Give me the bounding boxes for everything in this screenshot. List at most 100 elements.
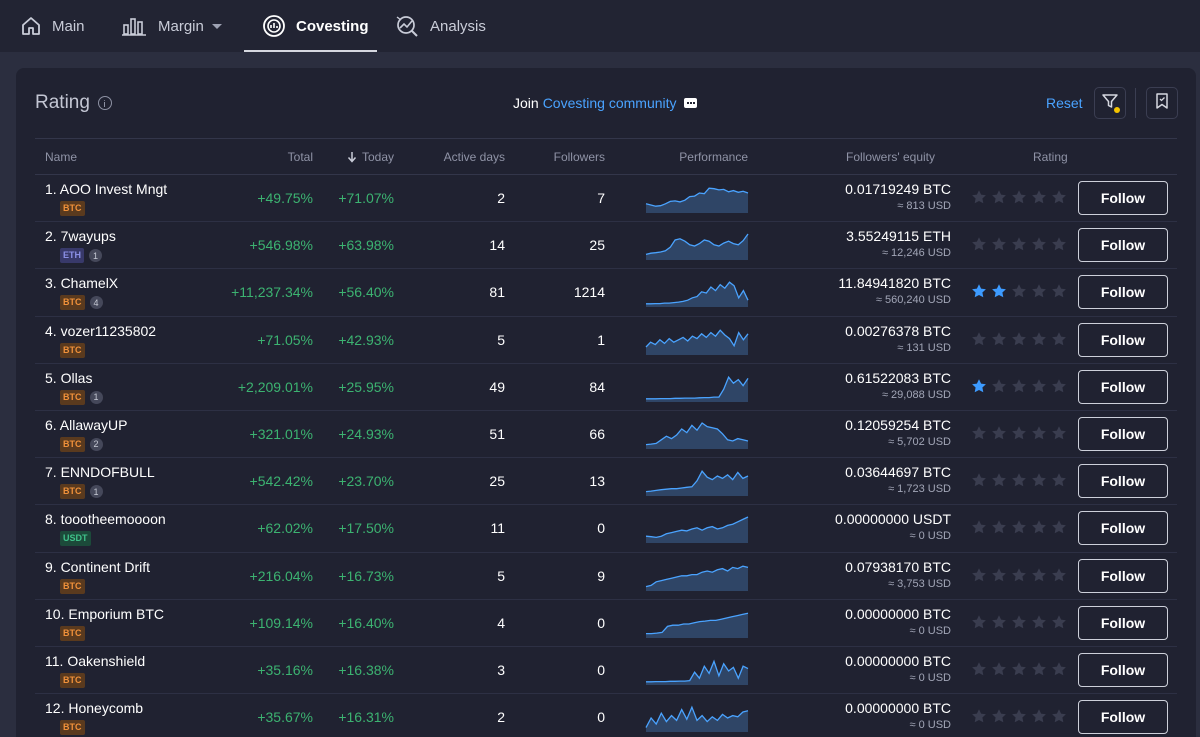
info-icon[interactable] <box>97 96 112 110</box>
trader-name[interactable]: 3. ChamelX <box>45 275 119 292</box>
column-header-today[interactable]: Today <box>347 150 394 164</box>
followers-equity: 0.00000000 BTC ≈ 0 USD <box>845 653 951 684</box>
reset-button[interactable]: Reset <box>1046 95 1083 111</box>
followers-equity: 3.55249115 ETH ≈ 12,246 USD <box>846 228 951 259</box>
trader-name[interactable]: 7. ENNDOFBULL <box>45 464 155 481</box>
star-icon <box>1032 567 1046 581</box>
page-title: Rating <box>35 92 112 114</box>
table-row[interactable]: 11. Oakenshield BTC +35.16% +16.38% 3 0 … <box>35 647 1177 695</box>
sparkline-area <box>646 282 748 308</box>
currency-badge: BTC <box>60 295 85 311</box>
equity-usd: ≈ 813 USD <box>897 200 951 212</box>
table-row[interactable]: 9. Continent Drift BTC +216.04% +16.73% … <box>35 553 1177 600</box>
column-header-active-days[interactable]: Active days <box>443 150 505 164</box>
rating-stars <box>971 519 1067 535</box>
trader-badges: BTC <box>60 201 85 216</box>
followers-equity: 0.00000000 BTC ≈ 0 USD <box>845 606 951 637</box>
active-days-value: 4 <box>497 614 505 631</box>
equity-usd: ≈ 0 USD <box>909 624 952 637</box>
performance-sparkline <box>645 230 749 265</box>
nav-item-analysis[interactable]: Analysis <box>394 0 486 52</box>
nav-item-margin[interactable]: Margin <box>122 0 222 52</box>
trader-name[interactable]: 10. Emporium BTC <box>45 605 165 622</box>
column-header-total[interactable]: Total <box>287 150 313 164</box>
trader-badges: BTC <box>60 625 85 641</box>
star-icon <box>1012 378 1026 393</box>
community-link[interactable]: Covesting community <box>542 95 677 111</box>
follow-button[interactable]: Follow <box>1078 700 1168 735</box>
follow-button[interactable]: Follow <box>1078 322 1168 357</box>
star-icon <box>1012 190 1026 204</box>
trader-name[interactable]: 11. Oakenshield <box>45 652 146 669</box>
active-days-value: 5 <box>497 567 505 584</box>
table-row[interactable]: 7. ENNDOFBULL BTC 1 +542.42% +23.70% 25 … <box>35 458 1177 506</box>
star-icon <box>1012 284 1026 298</box>
sparkline-area <box>646 188 748 213</box>
table-row[interactable]: 2. 7wayups ETH 1 +546.98% +63.98% 14 25 … <box>35 222 1177 270</box>
follow-button[interactable]: Follow <box>1078 464 1168 499</box>
table-row[interactable]: 8. toootheemoooon USDT +62.02% +17.50% 1… <box>35 505 1177 553</box>
today-value: +17.50% <box>338 520 394 537</box>
today-value: +16.40% <box>338 614 394 631</box>
table-row[interactable]: 5. Ollas BTC 1 +2,209.01% +25.95% 49 84 … <box>35 364 1177 411</box>
trader-name[interactable]: 8. toootheemoooon <box>45 511 166 528</box>
table-row[interactable]: 12. Honeycomb BTC +35.67% +16.31% 2 0 0.… <box>35 694 1177 737</box>
follow-button[interactable]: Follow <box>1078 369 1168 404</box>
table-row[interactable]: 6. AllawayUP BTC 2 +321.01% +24.93% 51 6… <box>35 411 1177 459</box>
rating-stars <box>971 567 1067 583</box>
performance-sparkline <box>645 277 749 312</box>
star-icon <box>972 614 986 628</box>
column-header-name[interactable]: Name <box>45 150 78 164</box>
follow-button[interactable]: Follow <box>1078 605 1168 640</box>
star-icon <box>992 662 1006 676</box>
equity-usd: ≈ 131 USD <box>897 341 951 354</box>
trader-name[interactable]: 6. AllawayUP <box>45 416 128 433</box>
covesting-icon <box>262 14 286 38</box>
total-value: +49.75% <box>257 190 313 206</box>
follow-button[interactable]: Follow <box>1078 652 1168 687</box>
tab-covesting[interactable]: Covesting <box>244 0 377 52</box>
column-header-equity[interactable]: Followers' equity <box>846 150 935 164</box>
follow-button[interactable]: Follow <box>1078 228 1168 263</box>
follow-button[interactable]: Follow <box>1078 181 1168 215</box>
trader-name[interactable]: 1. AOO Invest Mngt <box>45 181 168 197</box>
follow-button[interactable]: Follow <box>1078 275 1168 310</box>
table-row[interactable]: 1. AOO Invest Mngt BTC +49.75% +71.07% 2… <box>35 175 1177 223</box>
star-icon <box>972 662 986 676</box>
nav-item-main[interactable]: Main <box>20 0 85 52</box>
active-days-value: 5 <box>497 331 505 348</box>
column-header-followers[interactable]: Followers <box>553 150 605 164</box>
sparkline-svg <box>645 422 749 449</box>
active-days-value: 2 <box>497 190 505 206</box>
trader-name[interactable]: 4. vozer11235802 <box>45 322 157 339</box>
sparkline-area <box>646 707 748 733</box>
follow-button[interactable]: Follow <box>1078 416 1168 451</box>
followers-equity: 0.03644697 BTC ≈ 1,723 USD <box>845 464 951 495</box>
table-row[interactable]: 4. vozer11235802 BTC +71.05% +42.93% 5 1… <box>35 317 1177 364</box>
followers-value: 84 <box>589 378 605 395</box>
join-community: Join Covesting community <box>513 95 697 111</box>
follow-button[interactable]: Follow <box>1078 511 1168 546</box>
column-header-rating[interactable]: Rating <box>1033 150 1068 164</box>
trader-name[interactable]: 5. Ollas <box>45 369 93 386</box>
equity-usd: ≈ 1,723 USD <box>888 483 951 496</box>
table-row[interactable]: 3. ChamelX BTC 4 +11,237.34% +56.40% 81 … <box>35 269 1177 317</box>
trader-name[interactable]: 9. Continent Drift <box>45 558 151 575</box>
table-row[interactable]: 10. Emporium BTC BTC +109.14% +16.40% 4 … <box>35 600 1177 647</box>
follow-button[interactable]: Follow <box>1078 558 1168 593</box>
star-icon <box>1032 378 1046 393</box>
trader-name[interactable]: 12. Honeycomb <box>45 700 144 717</box>
rating-stars <box>971 661 1067 677</box>
sparkline-svg <box>646 375 749 402</box>
bookmark-button[interactable] <box>1146 87 1178 119</box>
equity-usd: ≈ 12,246 USD <box>881 247 951 260</box>
trader-name[interactable]: 2. 7wayups <box>45 228 116 245</box>
performance-sparkline <box>645 608 749 643</box>
today-value: +63.98% <box>338 237 394 254</box>
rating-stars <box>971 425 1067 441</box>
star-icon <box>992 473 1006 487</box>
star-icon <box>1012 662 1026 676</box>
filter-button[interactable] <box>1094 87 1126 119</box>
equity-amount: 0.00000000 BTC <box>845 605 951 622</box>
star-icon <box>1052 237 1066 251</box>
